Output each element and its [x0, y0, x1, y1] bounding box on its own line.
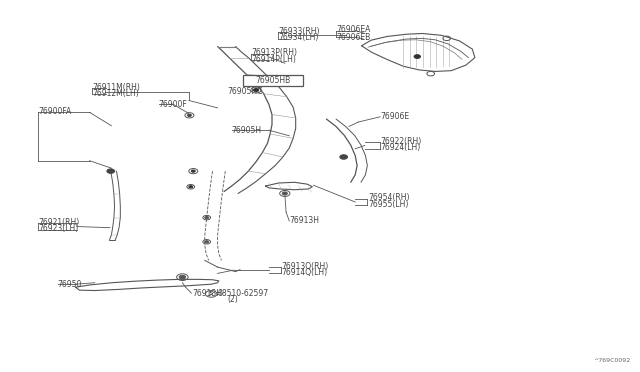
Circle shape: [179, 275, 186, 279]
Text: 76906EB: 76906EB: [337, 33, 371, 42]
Text: 76906E: 76906E: [381, 112, 410, 121]
Text: 76954(RH): 76954(RH): [368, 193, 410, 202]
Circle shape: [107, 169, 115, 173]
Text: 76905H: 76905H: [232, 126, 262, 135]
Circle shape: [253, 89, 259, 92]
Circle shape: [340, 155, 348, 159]
Text: 76921(RH): 76921(RH): [38, 218, 79, 227]
Text: 08510-62597: 08510-62597: [218, 289, 269, 298]
Text: 76914P(LH): 76914P(LH): [252, 55, 296, 64]
Text: 76955(LH): 76955(LH): [368, 200, 408, 209]
Text: ^769C0092: ^769C0092: [593, 358, 630, 363]
Text: 76900FA: 76900FA: [38, 107, 72, 116]
Text: 76913H: 76913H: [192, 289, 222, 298]
Circle shape: [282, 192, 287, 195]
Text: 76906EA: 76906EA: [337, 25, 371, 34]
Circle shape: [189, 186, 193, 188]
Text: 76923(LH): 76923(LH): [38, 224, 79, 233]
Text: 76900F: 76900F: [159, 100, 188, 109]
Text: 76922(RH): 76922(RH): [381, 137, 422, 146]
Circle shape: [205, 241, 209, 243]
Text: 76914Q(LH): 76914Q(LH): [282, 268, 328, 277]
Text: 76934(LH): 76934(LH): [278, 33, 319, 42]
Text: S: S: [209, 291, 214, 296]
FancyBboxPatch shape: [243, 75, 303, 86]
Text: 76950: 76950: [58, 280, 82, 289]
Text: (2): (2): [228, 295, 239, 304]
Circle shape: [191, 170, 195, 172]
Circle shape: [414, 55, 420, 58]
Text: 76911M(RH): 76911M(RH): [93, 83, 141, 92]
Circle shape: [205, 217, 209, 219]
Text: 76924(LH): 76924(LH): [381, 143, 421, 152]
Text: 76912M(LH): 76912M(LH): [93, 89, 140, 98]
Text: 76913P(RH): 76913P(RH): [252, 48, 298, 57]
Text: 76905HC: 76905HC: [227, 87, 262, 96]
Text: 76905HB: 76905HB: [255, 76, 291, 85]
Text: 76913H: 76913H: [289, 217, 319, 225]
Text: 76933(RH): 76933(RH): [278, 27, 320, 36]
Text: 76913Q(RH): 76913Q(RH): [282, 262, 329, 271]
Circle shape: [188, 114, 191, 116]
